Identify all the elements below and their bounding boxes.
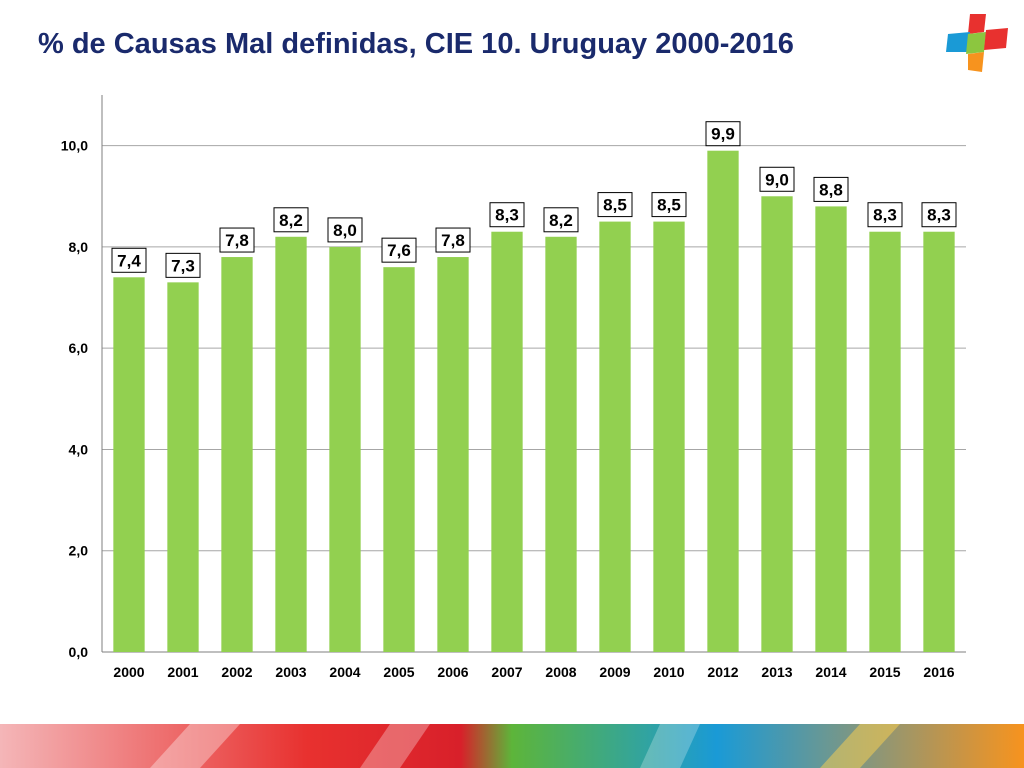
x-tick-label: 2005 [383,664,414,680]
data-label-box [543,207,579,233]
x-tick-label: 2013 [761,664,792,680]
data-label-box [489,202,525,228]
data-label: 9,0 [765,170,789,189]
bar [329,246,361,652]
y-tick-label: 8,0 [69,239,89,255]
bar [707,150,739,652]
y-tick-label: 6,0 [69,340,89,356]
x-tick-label: 2014 [815,664,846,680]
data-label-box [597,192,633,218]
bar [761,196,793,653]
bar [167,282,199,652]
footer-decoration [0,724,1024,768]
bar [599,221,631,652]
data-label-box [327,217,363,243]
y-tick-label: 2,0 [69,543,89,559]
data-label: 8,5 [603,196,627,215]
x-tick-label: 2016 [923,664,954,680]
data-label: 8,3 [927,206,951,225]
bar [923,231,955,652]
x-tick-label: 2006 [437,664,468,680]
data-label-box [705,121,741,147]
data-label-box [219,227,255,253]
x-tick-label: 2003 [275,664,306,680]
data-label: 8,0 [333,221,357,240]
page-title: % de Causas Mal definidas, CIE 10. Urugu… [38,28,794,60]
x-tick-label: 2012 [707,664,738,680]
data-label: 8,2 [279,211,303,230]
data-label-box [273,207,309,233]
x-tick-label: 2007 [491,664,522,680]
data-label: 7,8 [441,231,465,250]
bar [113,277,145,652]
bar [275,236,307,653]
data-label: 8,3 [495,206,519,225]
x-tick-label: 2000 [113,664,144,680]
bar [869,231,901,652]
data-label: 8,3 [873,206,897,225]
bar [383,267,415,652]
data-label: 9,9 [711,125,735,144]
data-label-box [165,252,201,278]
bar [545,236,577,653]
y-tick-label: 0,0 [69,644,89,660]
x-tick-label: 2002 [221,664,252,680]
x-tick-label: 2008 [545,664,576,680]
bar-chart: 0,0 2,0 4,0 6,0 8,0 10,0 2000 7,4 2001 7,3 2002 7,8… [61,95,966,680]
bar [491,231,523,652]
data-label: 8,5 [657,196,681,215]
x-tick-label: 2015 [869,664,900,680]
data-label-box [651,192,687,218]
bar [815,206,847,652]
data-label: 7,4 [117,251,141,270]
medical-cross-logo [946,14,1008,72]
x-tick-label: 2009 [599,664,630,680]
data-label-box [111,247,147,273]
x-tick-label: 2001 [167,664,198,680]
data-label-box [813,176,849,202]
x-tick-label: 2004 [329,664,360,680]
data-label: 7,6 [387,241,411,260]
data-label-box [381,237,417,263]
data-label: 7,3 [171,256,195,275]
data-label-box [867,202,903,228]
data-label-box [759,166,795,192]
data-label: 8,8 [819,180,843,199]
y-tick-label: 10,0 [61,138,88,154]
bar [221,257,253,652]
bar [653,221,685,652]
bar [437,257,469,652]
data-label: 8,2 [549,211,573,230]
y-tick-label: 4,0 [69,441,89,457]
x-tick-label: 2010 [653,664,684,680]
data-label-box [921,202,957,228]
data-label: 7,8 [225,231,249,250]
data-label-box [435,227,471,253]
